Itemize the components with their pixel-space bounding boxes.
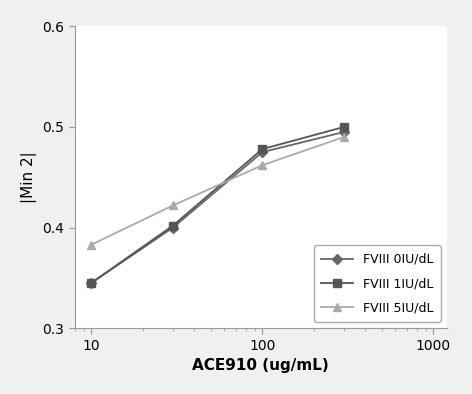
Line: FVIII 1IU/dL: FVIII 1IU/dL <box>87 123 348 287</box>
FVIII 0IU/dL <box>89 281 94 285</box>
FVIII 0IU/dL <box>260 150 265 154</box>
FVIII 0IU/dL <box>341 130 347 134</box>
FVIII 1IU/dL <box>260 147 265 151</box>
Line: FVIII 0IU/dL: FVIII 0IU/dL <box>88 128 347 286</box>
FVIII 1IU/dL <box>170 223 176 228</box>
FVIII 1IU/dL <box>89 281 94 285</box>
Line: FVIII 5IU/dL: FVIII 5IU/dL <box>87 133 348 249</box>
FVIII 5IU/dL <box>341 135 347 139</box>
FVIII 5IU/dL <box>260 163 265 167</box>
FVIII 1IU/dL <box>341 125 347 129</box>
X-axis label: ACE910 (ug/mL): ACE910 (ug/mL) <box>193 358 329 373</box>
Legend: FVIII 0IU/dL, FVIII 1IU/dL, FVIII 5IU/dL: FVIII 0IU/dL, FVIII 1IU/dL, FVIII 5IU/dL <box>314 245 441 322</box>
FVIII 5IU/dL <box>170 203 176 208</box>
FVIII 5IU/dL <box>89 242 94 247</box>
Y-axis label: |Min 2|: |Min 2| <box>21 151 37 203</box>
FVIII 0IU/dL <box>170 225 176 230</box>
